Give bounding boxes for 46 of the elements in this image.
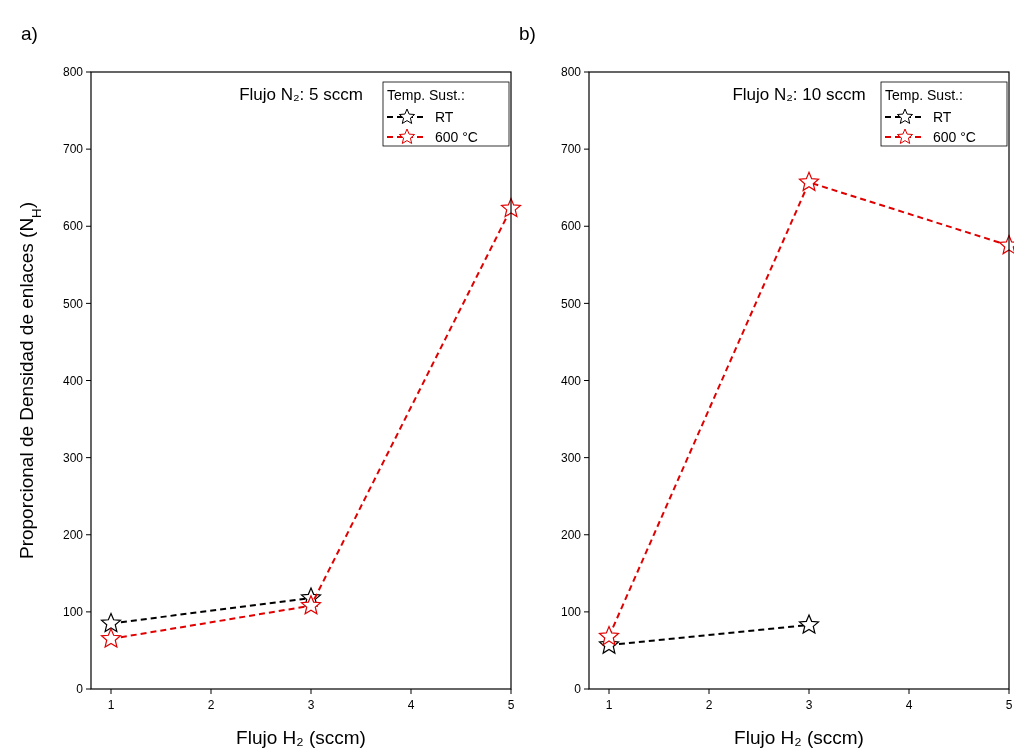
point	[100, 628, 122, 648]
y-tick-label: 800	[62, 65, 84, 80]
y-tick-label: 600	[62, 219, 84, 234]
x-axis-title: Flujo H₂ (sccm)	[236, 727, 366, 748]
text: Flujo N₂: 5 sccm	[239, 85, 363, 104]
y-tick-label: 400	[560, 373, 582, 388]
x-tick-label: 3	[805, 698, 813, 712]
point	[300, 595, 322, 615]
point	[100, 612, 122, 633]
legend-label: 600 °C	[933, 129, 976, 145]
legend-label: 600 °C	[435, 129, 478, 145]
x-tick-label: 4	[407, 698, 415, 712]
point	[598, 625, 620, 646]
x-tick-label: 2	[705, 698, 713, 712]
y-tick-label: 300	[62, 450, 84, 465]
text: Flujo N₂: 10 sccm	[732, 85, 866, 104]
x-tick-label: 4	[905, 698, 913, 712]
text: a)	[21, 23, 38, 44]
x-tick-label: 1	[605, 698, 613, 712]
y-tick-label: 500	[62, 296, 84, 311]
x-tick-label: 1	[107, 698, 115, 712]
legend-label: RT	[435, 109, 454, 125]
x-tick-label: 2	[207, 698, 215, 712]
x-tick-label: 5	[1005, 698, 1013, 712]
legend-label: RT	[933, 109, 952, 125]
y-tick-label: 300	[560, 450, 582, 465]
x-axis-title: Flujo H₂ (sccm)	[734, 727, 864, 748]
legend-title: Temp. Sust.:	[387, 87, 465, 103]
y-tick-label: 700	[560, 142, 582, 157]
y-tick-label: 100	[62, 605, 84, 620]
y-tick-label: 200	[62, 527, 84, 542]
legend-title: Temp. Sust.:	[885, 87, 963, 103]
text: b)	[519, 23, 536, 44]
y-tick-label: 500	[560, 296, 582, 311]
y-tick-label: 400	[62, 373, 84, 388]
point	[798, 171, 820, 191]
y-tick-label: 0	[574, 682, 582, 697]
y-tick-label: 100	[560, 605, 582, 620]
x-tick-label: 5	[507, 698, 515, 712]
y-tick-label: 800	[560, 65, 582, 80]
y-tick-label: 700	[62, 142, 84, 157]
y-tick-label: 0	[76, 682, 84, 697]
point	[798, 614, 820, 634]
y-tick-label: 600	[560, 219, 582, 234]
x-tick-label: 3	[307, 698, 315, 712]
y-tick-label: 200	[560, 527, 582, 542]
